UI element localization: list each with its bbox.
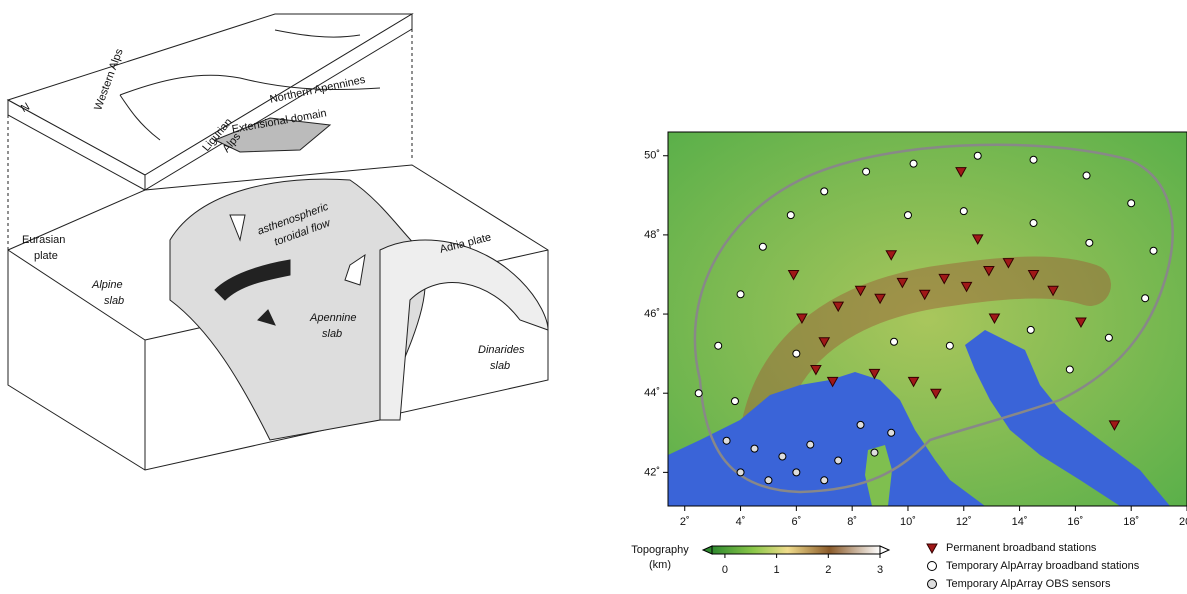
x-tick-label: 10˚ (900, 516, 916, 528)
temporary-station (1030, 220, 1037, 227)
temporary-station (821, 188, 828, 195)
colorbar-title: Topography (631, 544, 689, 556)
diagram-label: slab (104, 295, 124, 307)
y-tick-label: 42˚ (644, 466, 660, 478)
x-tick-label: 14˚ (1012, 516, 1028, 528)
obs-station (765, 477, 772, 484)
y-tick-label: 46˚ (644, 308, 660, 320)
temporary-station (960, 208, 967, 215)
temporary-station (904, 212, 911, 219)
temporary-station (715, 342, 722, 349)
temporary-station (974, 152, 981, 159)
legend-label: Permanent broadband stations (946, 542, 1097, 554)
x-tick-label: 4˚ (736, 516, 746, 528)
colorbar-arrow (703, 546, 712, 554)
obs-station (857, 421, 864, 428)
temporary-station (1030, 156, 1037, 163)
colorbar-tick-label: 0 (722, 564, 728, 576)
obs-station (807, 441, 814, 448)
colorbar (712, 546, 880, 554)
obs-station (888, 429, 895, 436)
temporary-station (1128, 200, 1135, 207)
temporary-station (1086, 239, 1093, 246)
temporary-station (1105, 334, 1112, 341)
diagram-label: Apennine (309, 312, 357, 324)
legend-label: Temporary AlpArray OBS sensors (946, 578, 1111, 590)
legend-symbol (928, 580, 937, 589)
colorbar-tick-label: 2 (825, 564, 831, 576)
figure: Eurasian plate Alpine slab Apennine slab Dinar… (0, 0, 1187, 594)
temporary-station (793, 350, 800, 357)
x-tick-label: 18˚ (1123, 516, 1139, 528)
temporary-station (695, 390, 702, 397)
y-tick-label: 44˚ (644, 387, 660, 399)
y-tick-label: 48˚ (644, 229, 660, 241)
x-tick-label: 2˚ (680, 516, 690, 528)
obs-station (737, 469, 744, 476)
map (668, 132, 1187, 506)
colorbar-tick-label: 3 (877, 564, 883, 576)
obs-station (793, 469, 800, 476)
temporary-station (1142, 295, 1149, 302)
obs-station (751, 445, 758, 452)
colorbar-arrow (880, 546, 889, 554)
temporary-station (891, 338, 898, 345)
legend-symbol (928, 562, 937, 571)
obs-station (835, 457, 842, 464)
x-tick-label: 20˚ (1179, 516, 1187, 528)
diagram-label: slab (490, 360, 510, 372)
temporary-station (1066, 366, 1073, 373)
x-tick-label: 8˚ (847, 516, 857, 528)
colorbar-title: (km) (649, 559, 671, 571)
x-tick-label: 16˚ (1067, 516, 1083, 528)
diagram-label: Eurasian (22, 234, 65, 246)
legend-symbol (927, 544, 937, 553)
colorbar-tick-label: 1 (774, 564, 780, 576)
obs-station (779, 453, 786, 460)
x-tick-label: 6˚ (791, 516, 801, 528)
obs-station (871, 449, 878, 456)
temporary-station (910, 160, 917, 167)
obs-station (723, 437, 730, 444)
diagram-label: Dinarides (478, 344, 525, 356)
diagram-label: Alpine (91, 279, 123, 291)
temporary-station (1027, 326, 1034, 333)
temporary-station (787, 212, 794, 219)
temporary-station (737, 291, 744, 298)
diagram-label: slab (322, 328, 342, 340)
diagram-label: plate (34, 250, 58, 262)
y-tick-label: 50˚ (644, 150, 660, 162)
temporary-station (946, 342, 953, 349)
legend-label: Temporary AlpArray broadband stations (946, 560, 1140, 572)
obs-station (821, 477, 828, 484)
temporary-station (731, 398, 738, 405)
temporary-station (863, 168, 870, 175)
temporary-station (1083, 172, 1090, 179)
temporary-station (1150, 247, 1157, 254)
x-tick-label: 12˚ (956, 516, 972, 528)
temporary-station (759, 243, 766, 250)
